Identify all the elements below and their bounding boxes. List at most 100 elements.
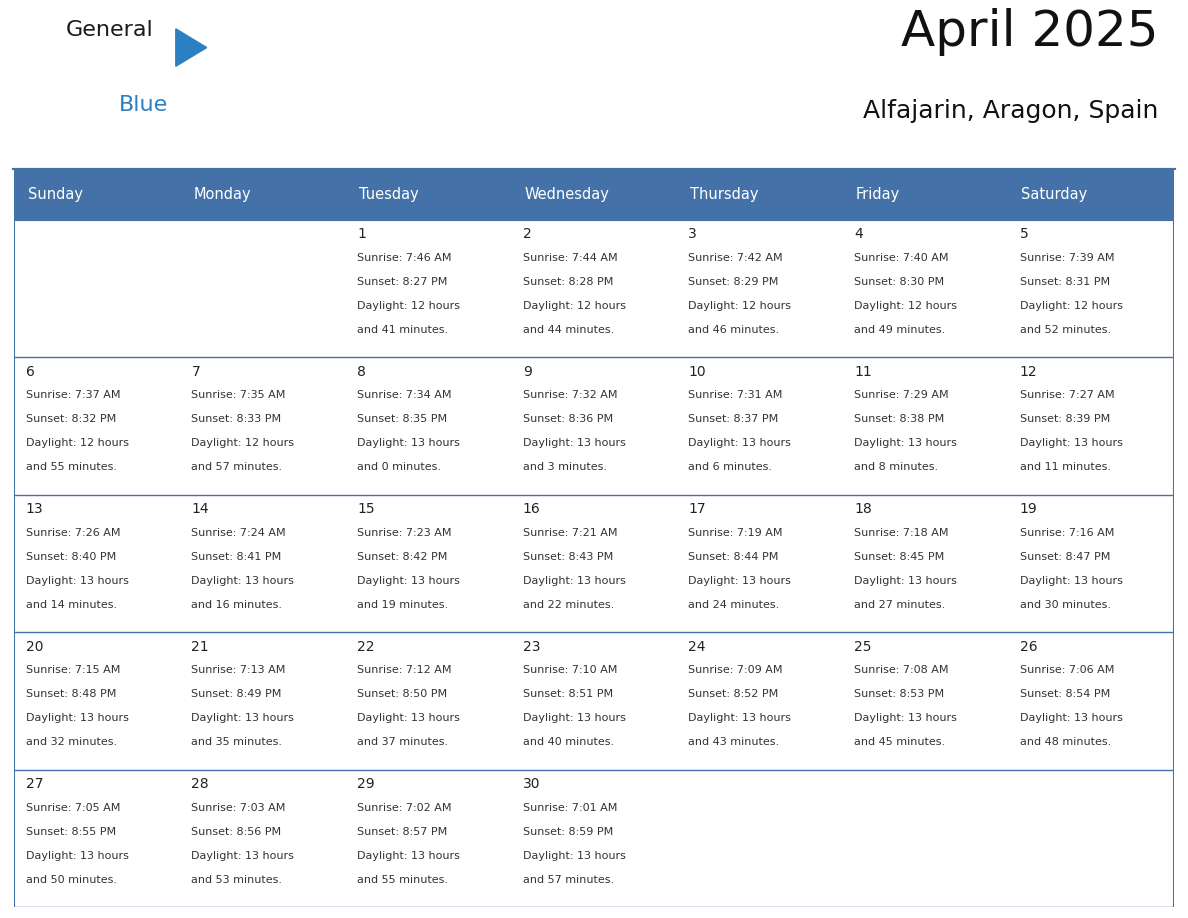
Text: and 53 minutes.: and 53 minutes. — [191, 875, 283, 885]
Bar — [1009, 633, 1174, 769]
Text: 18: 18 — [854, 502, 872, 516]
Text: Sunrise: 7:09 AM: Sunrise: 7:09 AM — [688, 666, 783, 675]
Text: Sunset: 8:57 PM: Sunset: 8:57 PM — [358, 826, 448, 836]
Text: Sunset: 8:44 PM: Sunset: 8:44 PM — [688, 552, 779, 562]
Text: and 52 minutes.: and 52 minutes. — [1019, 325, 1111, 335]
Bar — [179, 357, 346, 495]
Text: Daylight: 12 hours: Daylight: 12 hours — [191, 439, 295, 448]
Text: 15: 15 — [358, 502, 374, 516]
Text: and 11 minutes.: and 11 minutes. — [1019, 463, 1111, 473]
Text: 7: 7 — [191, 364, 201, 379]
Text: Wednesday: Wednesday — [524, 187, 609, 202]
Text: and 24 minutes.: and 24 minutes. — [688, 599, 779, 610]
Text: Daylight: 13 hours: Daylight: 13 hours — [358, 576, 460, 586]
Text: Sunrise: 7:01 AM: Sunrise: 7:01 AM — [523, 802, 617, 812]
Text: 11: 11 — [854, 364, 872, 379]
Text: Daylight: 13 hours: Daylight: 13 hours — [26, 576, 128, 586]
Bar — [346, 357, 511, 495]
Text: Sunset: 8:38 PM: Sunset: 8:38 PM — [854, 414, 944, 424]
Bar — [842, 357, 1009, 495]
Bar — [677, 220, 842, 357]
Bar — [14, 769, 179, 907]
Text: Sunrise: 7:18 AM: Sunrise: 7:18 AM — [854, 528, 948, 538]
Bar — [511, 220, 677, 357]
Bar — [346, 170, 511, 220]
Text: 28: 28 — [191, 777, 209, 791]
Text: and 41 minutes.: and 41 minutes. — [358, 325, 448, 335]
Bar — [346, 495, 511, 633]
Text: Sunrise: 7:27 AM: Sunrise: 7:27 AM — [1019, 390, 1114, 400]
Text: Sunrise: 7:19 AM: Sunrise: 7:19 AM — [688, 528, 783, 538]
Bar — [14, 170, 179, 220]
Text: and 45 minutes.: and 45 minutes. — [854, 737, 946, 747]
Bar — [677, 170, 842, 220]
Bar — [511, 170, 677, 220]
Bar — [346, 769, 511, 907]
Text: and 19 minutes.: and 19 minutes. — [358, 599, 448, 610]
Text: Monday: Monday — [194, 187, 251, 202]
Text: 24: 24 — [688, 640, 706, 654]
Text: Daylight: 13 hours: Daylight: 13 hours — [523, 576, 626, 586]
Text: Sunset: 8:27 PM: Sunset: 8:27 PM — [358, 277, 448, 287]
Text: General: General — [65, 20, 153, 40]
Text: 27: 27 — [26, 777, 43, 791]
Text: Sunrise: 7:16 AM: Sunrise: 7:16 AM — [1019, 528, 1114, 538]
Text: Friday: Friday — [855, 187, 901, 202]
Bar — [842, 495, 1009, 633]
Text: Sunset: 8:49 PM: Sunset: 8:49 PM — [191, 689, 282, 700]
Text: and 50 minutes.: and 50 minutes. — [26, 875, 116, 885]
Text: Sunset: 8:43 PM: Sunset: 8:43 PM — [523, 552, 613, 562]
Bar — [1009, 357, 1174, 495]
Text: Daylight: 13 hours: Daylight: 13 hours — [191, 713, 295, 723]
Text: Sunset: 8:40 PM: Sunset: 8:40 PM — [26, 552, 116, 562]
Bar — [677, 495, 842, 633]
Text: Daylight: 13 hours: Daylight: 13 hours — [523, 439, 626, 448]
Bar — [511, 357, 677, 495]
Text: 5: 5 — [1019, 228, 1029, 241]
Text: Sunrise: 7:12 AM: Sunrise: 7:12 AM — [358, 666, 451, 675]
Text: and 40 minutes.: and 40 minutes. — [523, 737, 614, 747]
Bar — [14, 633, 179, 769]
Text: Blue: Blue — [119, 95, 168, 115]
Text: Sunrise: 7:24 AM: Sunrise: 7:24 AM — [191, 528, 286, 538]
Text: Thursday: Thursday — [690, 187, 759, 202]
Bar — [677, 769, 842, 907]
Bar — [1009, 769, 1174, 907]
Text: Sunrise: 7:02 AM: Sunrise: 7:02 AM — [358, 802, 451, 812]
Bar — [1009, 170, 1174, 220]
Bar — [842, 170, 1009, 220]
Bar — [677, 633, 842, 769]
Text: and 44 minutes.: and 44 minutes. — [523, 325, 614, 335]
Text: Sunset: 8:55 PM: Sunset: 8:55 PM — [26, 826, 116, 836]
Text: Daylight: 13 hours: Daylight: 13 hours — [1019, 439, 1123, 448]
Text: April 2025: April 2025 — [901, 8, 1158, 57]
Polygon shape — [176, 28, 207, 66]
Text: Sunset: 8:59 PM: Sunset: 8:59 PM — [523, 826, 613, 836]
Bar — [179, 769, 346, 907]
Text: and 48 minutes.: and 48 minutes. — [1019, 737, 1111, 747]
Text: 14: 14 — [191, 502, 209, 516]
Text: Alfajarin, Aragon, Spain: Alfajarin, Aragon, Spain — [862, 98, 1158, 122]
Text: 20: 20 — [26, 640, 43, 654]
Text: Sunset: 8:52 PM: Sunset: 8:52 PM — [688, 689, 778, 700]
Text: 12: 12 — [1019, 364, 1037, 379]
Text: and 57 minutes.: and 57 minutes. — [523, 875, 614, 885]
Text: 4: 4 — [854, 228, 862, 241]
Text: Sunrise: 7:03 AM: Sunrise: 7:03 AM — [191, 802, 286, 812]
Text: Daylight: 13 hours: Daylight: 13 hours — [688, 576, 791, 586]
Text: Sunset: 8:39 PM: Sunset: 8:39 PM — [1019, 414, 1110, 424]
Bar — [179, 170, 346, 220]
Text: and 55 minutes.: and 55 minutes. — [358, 875, 448, 885]
Text: 10: 10 — [688, 364, 706, 379]
Text: and 3 minutes.: and 3 minutes. — [523, 463, 607, 473]
Text: Sunrise: 7:15 AM: Sunrise: 7:15 AM — [26, 666, 120, 675]
Text: and 49 minutes.: and 49 minutes. — [854, 325, 946, 335]
Text: Sunrise: 7:29 AM: Sunrise: 7:29 AM — [854, 390, 949, 400]
Text: Daylight: 12 hours: Daylight: 12 hours — [1019, 301, 1123, 311]
Text: Tuesday: Tuesday — [359, 187, 418, 202]
Text: Sunset: 8:37 PM: Sunset: 8:37 PM — [688, 414, 778, 424]
Text: Sunday: Sunday — [27, 187, 82, 202]
Bar — [179, 633, 346, 769]
Text: Sunset: 8:32 PM: Sunset: 8:32 PM — [26, 414, 116, 424]
Text: 23: 23 — [523, 640, 541, 654]
